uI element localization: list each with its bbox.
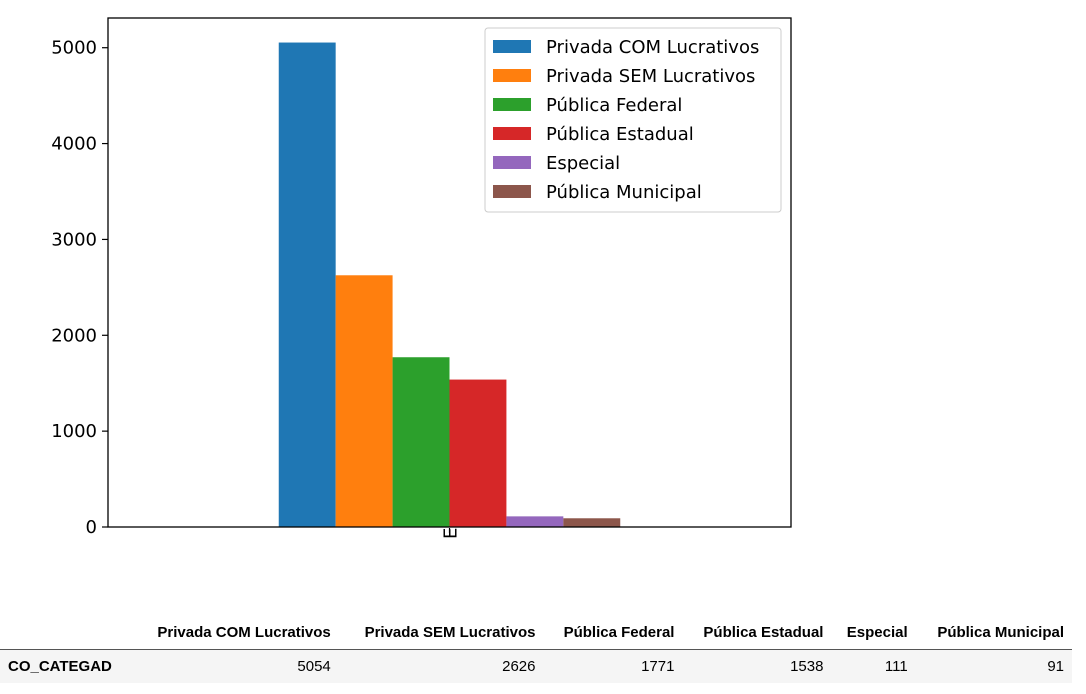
x-tick-label: EGAD bbox=[441, 488, 462, 540]
table-cell: 111 bbox=[884, 658, 908, 675]
y-tick-label: 2000 bbox=[51, 325, 97, 346]
bar-privada-com-lucrativos bbox=[278, 42, 336, 527]
table-cell: 1771 bbox=[641, 658, 675, 675]
y-tick-label: 1000 bbox=[51, 421, 97, 442]
table-header-cell: Pública Estadual bbox=[703, 624, 824, 641]
bars-group bbox=[278, 42, 621, 527]
legend-box bbox=[484, 27, 782, 213]
bar-privada-sem-lucrativos bbox=[335, 275, 393, 527]
table-cell: 2626 bbox=[502, 658, 536, 675]
bar-especial bbox=[506, 516, 564, 527]
bar-chart: 0 1000 2000 3000 4000 5000 EGAD Privada COM L… bbox=[51, 17, 792, 540]
table-cell: 91 bbox=[1047, 658, 1064, 675]
legend-swatch bbox=[493, 127, 531, 140]
legend-label: Privada SEM Lucrativos bbox=[546, 66, 755, 87]
y-tick-label: 5000 bbox=[51, 38, 97, 59]
table-header-cell: Privada COM Lucrativos bbox=[157, 624, 331, 641]
legend-label: Pública Estadual bbox=[546, 124, 694, 145]
legend-label: Pública Federal bbox=[546, 95, 682, 116]
table-header-cell: Privada SEM Lucrativos bbox=[364, 624, 536, 641]
table-header-cell: Pública Federal bbox=[563, 624, 675, 641]
legend-label: Privada COM Lucrativos bbox=[546, 37, 759, 58]
bar-p-blica-municipal bbox=[563, 518, 621, 527]
x-axis: EGAD bbox=[441, 488, 462, 540]
table-corner-cell bbox=[0, 618, 131, 650]
legend-swatch bbox=[493, 185, 531, 198]
data-table: Privada COM Lucrativos Privada SEM Lucra… bbox=[0, 618, 1072, 683]
legend-swatch bbox=[493, 40, 531, 53]
legend-swatch bbox=[493, 69, 531, 82]
plot-frame bbox=[107, 17, 792, 528]
bar-p-blica-federal bbox=[392, 357, 450, 527]
table-header-row: Privada COM Lucrativos Privada SEM Lucra… bbox=[0, 618, 1072, 650]
table-header-cell: Pública Municipal bbox=[937, 624, 1064, 641]
y-axis: 0 1000 2000 3000 4000 5000 bbox=[51, 38, 108, 538]
table-row-label: CO_CATEGAD bbox=[8, 658, 112, 675]
legend: Privada COM Lucrativos Privada SEM Lucrat… bbox=[484, 27, 782, 213]
y-tick-label: 4000 bbox=[51, 134, 97, 155]
table-cell: 5054 bbox=[297, 658, 331, 675]
table-row: CO_CATEGAD 5054 2626 1771 1538 111 91 bbox=[0, 649, 1072, 683]
y-tick-label: 3000 bbox=[51, 229, 97, 250]
bar-p-blica-estadual bbox=[449, 379, 507, 527]
table-header-cell: Especial bbox=[846, 624, 908, 641]
y-tick-label: 0 bbox=[86, 517, 97, 538]
legend-swatch bbox=[493, 156, 531, 169]
table-cell: 1538 bbox=[790, 658, 824, 675]
legend-label: Especial bbox=[546, 153, 620, 174]
data-table-container: Privada COM Lucrativos Privada SEM Lucra… bbox=[0, 618, 1072, 683]
legend-label: Pública Municipal bbox=[546, 182, 702, 203]
legend-swatch bbox=[493, 98, 531, 111]
